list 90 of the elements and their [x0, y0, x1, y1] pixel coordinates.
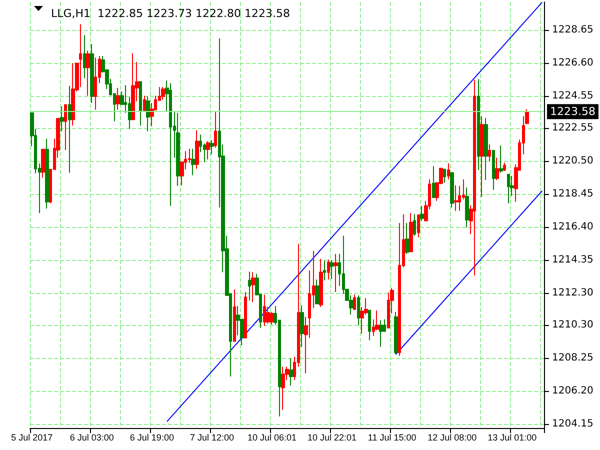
candlestick [210, 140, 214, 155]
candlestick [60, 106, 64, 132]
candlestick [79, 24, 82, 88]
candlestick [353, 294, 356, 310]
candlestick [473, 79, 476, 276]
candlestick [413, 214, 416, 236]
candlestick [143, 95, 146, 112]
candlestick [68, 85, 71, 174]
candlestick [139, 81, 142, 126]
candlestick [417, 214, 420, 238]
candlestick [270, 311, 274, 326]
candlestick [251, 272, 255, 302]
candlestick [480, 116, 484, 198]
candlestick [368, 310, 371, 341]
x-tick-label: 6 Jul 19:00 [130, 432, 174, 442]
candlestick [41, 148, 45, 178]
candlestick [323, 260, 326, 281]
y-tick-label: 1228.65 [552, 24, 594, 36]
candlestick [357, 294, 360, 326]
candlestick [503, 162, 506, 172]
candlestick [169, 82, 172, 206]
candlestick [443, 168, 446, 184]
candlestick [146, 96, 150, 132]
candlestick [94, 57, 97, 110]
candlestick [387, 292, 390, 328]
candlestick [131, 52, 135, 120]
y-tick-label: 1204.15 [552, 418, 594, 430]
x-tick-label: 10 Jul 22:01 [308, 432, 357, 442]
candlestick [176, 112, 180, 186]
candlestick [86, 50, 90, 96]
candlestick [161, 86, 165, 100]
candlestick [495, 157, 499, 180]
candlestick [248, 271, 251, 301]
y-tick-label: 1220.50 [552, 156, 594, 167]
candlestick [83, 34, 86, 79]
candlestick [330, 260, 334, 280]
y-tick-label: 1218.45 [552, 188, 594, 200]
candlestick [507, 174, 510, 204]
candlestick [405, 222, 409, 254]
candlestick [432, 166, 435, 198]
y-tick-label: 1222.55 [552, 122, 594, 134]
x-tick-label: 6 Jul 03:00 [70, 432, 114, 442]
candlestick [214, 110, 217, 148]
candlestick [492, 150, 495, 190]
candlestick [64, 104, 67, 151]
candlestick [244, 292, 247, 338]
candlestick [484, 117, 488, 180]
candlestick [447, 162, 450, 180]
x-tick-label: 13 Jul 01:00 [488, 432, 537, 442]
text: LLG,H1 1222.85 1223.73 1222.80 1223.58 [51, 7, 290, 20]
y-tick-label: 1206.20 [552, 386, 594, 397]
x-tick-label: 7 Jul 12:00 [190, 432, 234, 442]
x-tick-label: 5 Jul 2017 [11, 432, 53, 442]
y-tick-label: 1226.60 [552, 58, 594, 69]
candlestick [420, 205, 424, 222]
candlestick [450, 172, 454, 208]
y-tick-label: 1210.30 [552, 320, 594, 331]
candlestick [206, 140, 210, 160]
candlestick [499, 145, 503, 174]
y-tick-label: 1212.30 [552, 287, 594, 298]
y-tick-label: 1214.35 [552, 254, 594, 266]
candlestick [289, 358, 293, 386]
candlestick [319, 258, 323, 308]
candlestick [90, 43, 94, 104]
x-tick-label: 11 Jul 15:00 [368, 432, 416, 442]
candlestick [315, 278, 319, 304]
candlestick [394, 311, 398, 355]
candlestick [233, 288, 236, 342]
candlestick [454, 184, 458, 212]
y-tick-label: 1216.40 [552, 222, 594, 233]
candlestick [409, 212, 413, 253]
x-tick-label: 12 Jul 08:00 [428, 432, 477, 442]
candlestick [327, 259, 330, 280]
candlestick [477, 78, 480, 170]
candlestick [379, 320, 383, 348]
candlestick [334, 253, 338, 292]
candlestick [45, 138, 49, 210]
candlestick [263, 294, 266, 326]
candlestick [195, 130, 199, 170]
candlestick [191, 148, 195, 176]
candlestick [300, 304, 304, 348]
y-tick-label: 1208.25 [552, 352, 594, 364]
ref-line-label: 1223.58 [550, 105, 596, 118]
candlestick [488, 144, 491, 162]
y-tick-label: 1224.55 [552, 90, 594, 102]
candlestick [465, 187, 469, 228]
candlestick [71, 62, 75, 126]
candlestick [281, 366, 285, 410]
x-tick-label: 10 Jul 06:01 [247, 432, 297, 442]
candlestick [116, 87, 120, 110]
